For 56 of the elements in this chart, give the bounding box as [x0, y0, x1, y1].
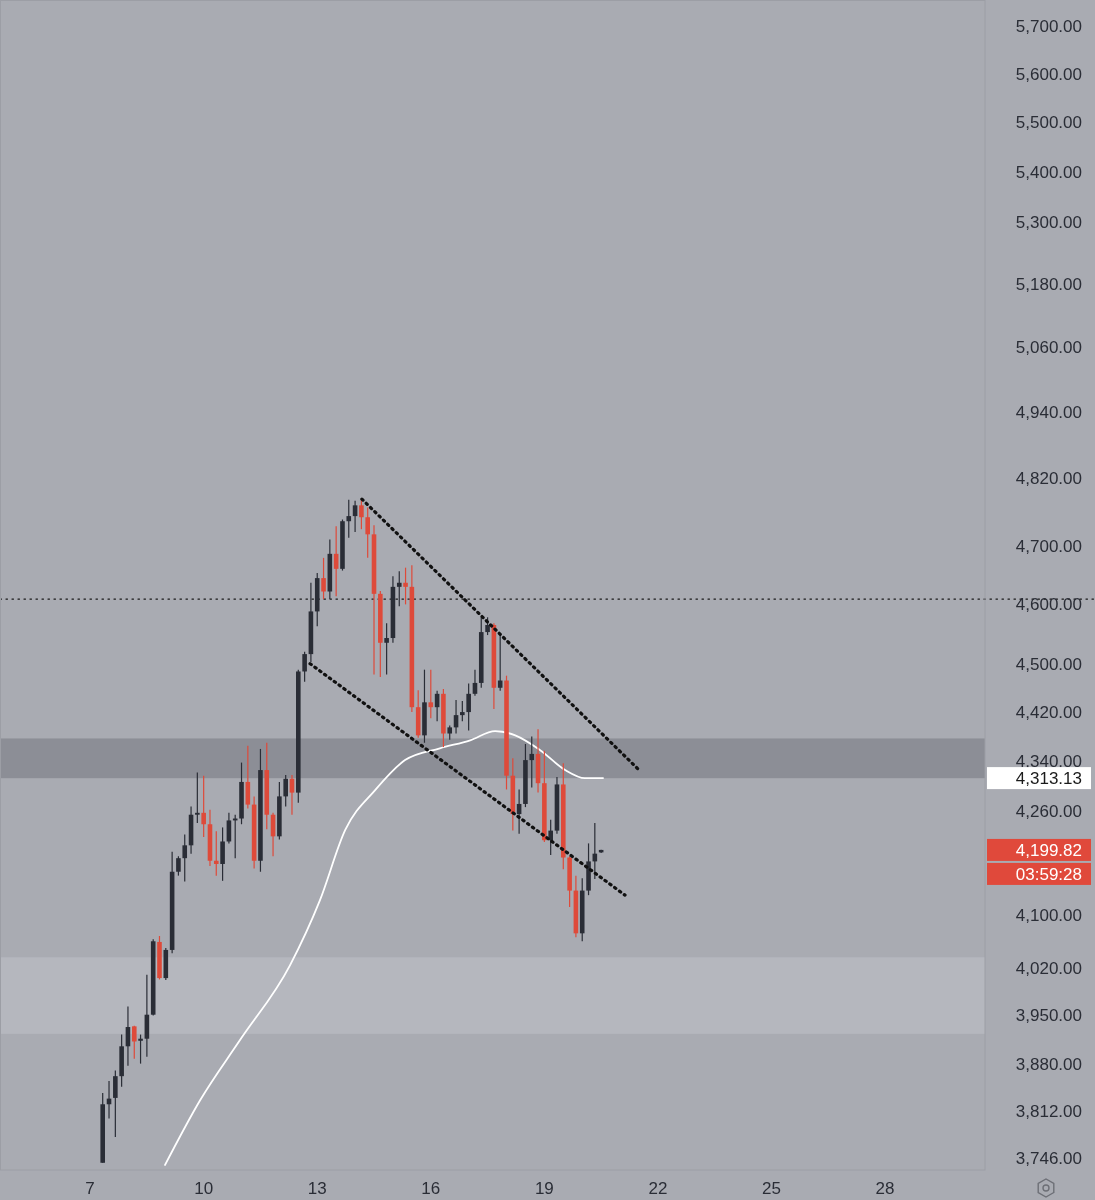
y-tick-label: 4,700.00: [1015, 537, 1082, 557]
x-tick-label: 19: [534, 1179, 554, 1198]
y-tick-label: 5,500.00: [1015, 113, 1082, 133]
candlestick: [321, 557, 326, 600]
candlestick: [396, 570, 402, 607]
candlestick: [460, 700, 465, 722]
x-tick-label: 16: [421, 1179, 441, 1198]
y-tick-label: 5,180.00: [1015, 274, 1082, 294]
candlestick: [302, 651, 307, 683]
candlestick: [365, 507, 370, 559]
x-tick-label: 28: [875, 1179, 895, 1198]
candlestick: [195, 771, 200, 824]
y-tick-label: 3,880.00: [1015, 1054, 1082, 1074]
y-tick-label: 3,812.00: [1015, 1102, 1082, 1122]
x-tick-label: 22: [648, 1179, 668, 1198]
x-tick-label: 10: [194, 1179, 214, 1198]
y-tick-label: 3,950.00: [1015, 1006, 1082, 1026]
candlestick: [403, 567, 408, 605]
x-tick-label: 13: [307, 1179, 327, 1198]
y-tick-label: 5,700.00: [1015, 16, 1082, 36]
y-tick-label: 4,940.00: [1015, 402, 1082, 422]
candlestick: [131, 1025, 137, 1060]
text: 03:59:28: [1015, 864, 1082, 884]
y-tick-label: 4,420.00: [1015, 703, 1082, 723]
y-tick-label: 4,820.00: [1015, 469, 1082, 489]
candlestick: [213, 830, 219, 877]
candlestick: [384, 622, 389, 676]
y-tick-label: 4,020.00: [1015, 958, 1082, 978]
y-tick-label: 5,600.00: [1015, 64, 1082, 84]
candlestick: [113, 1069, 118, 1138]
y-tick-label: 4,260.00: [1015, 802, 1082, 822]
candlestick: [428, 669, 434, 719]
candlestick: [548, 819, 553, 856]
candlestick: [529, 736, 535, 789]
text: 4,199.82: [1015, 840, 1082, 860]
line-series: [164, 730, 604, 1166]
y-tick-label: 4,500.00: [1015, 654, 1082, 674]
candlestick: [220, 826, 225, 882]
x-tick-label: 7: [85, 1179, 95, 1198]
text: 4,313.13: [1015, 769, 1082, 789]
candlestick: [176, 855, 181, 877]
candlestick: [346, 499, 352, 539]
y-tick-label: 5,400.00: [1015, 162, 1082, 182]
candlestick: [466, 682, 471, 732]
y-tick-label: 4,600.00: [1015, 595, 1082, 615]
candlestick: [138, 1033, 143, 1065]
candlestick: [283, 774, 288, 808]
y-tick-label: 4,100.00: [1015, 905, 1082, 925]
candlestick: [359, 499, 364, 530]
candlestick: [182, 833, 188, 883]
y-tick-label: 4,340.00: [1015, 752, 1082, 772]
y-tick-label: 3,746.00: [1015, 1149, 1082, 1169]
x-tick-label: 25: [762, 1179, 781, 1198]
y-tick-label: 5,300.00: [1015, 213, 1082, 233]
candlestick: [201, 775, 206, 838]
y-tick-label: 5,060.00: [1015, 338, 1082, 358]
